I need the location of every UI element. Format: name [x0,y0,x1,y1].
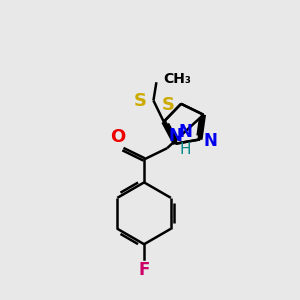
Text: N: N [169,127,182,145]
Text: S: S [134,92,147,110]
Text: H: H [179,142,191,157]
Text: F: F [138,261,150,279]
Text: CH₃: CH₃ [163,72,191,86]
Text: N: N [203,132,218,150]
Text: O: O [110,128,125,146]
Text: S: S [162,96,175,114]
Text: N: N [178,123,192,141]
